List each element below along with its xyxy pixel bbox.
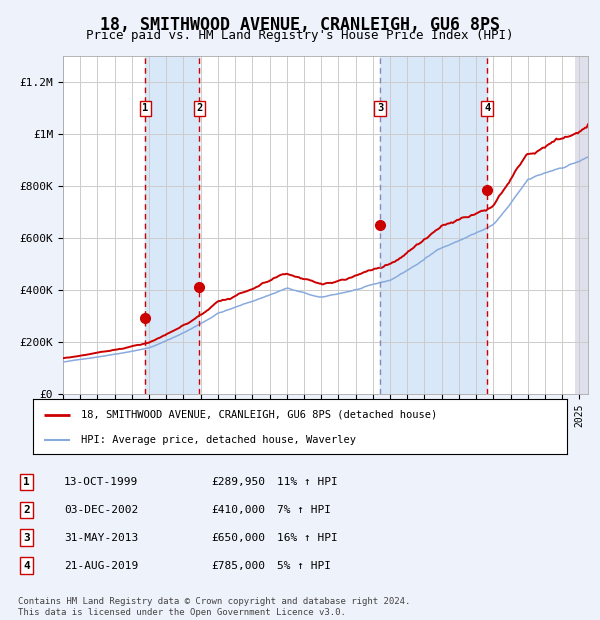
Text: 31-MAY-2013: 31-MAY-2013 xyxy=(64,533,138,542)
Text: 3: 3 xyxy=(377,103,383,113)
Text: 2: 2 xyxy=(23,505,30,515)
Text: 1: 1 xyxy=(142,103,149,113)
Text: 5% ↑ HPI: 5% ↑ HPI xyxy=(277,560,331,570)
Text: 03-DEC-2002: 03-DEC-2002 xyxy=(64,505,138,515)
Text: 18, SMITHWOOD AVENUE, CRANLEIGH, GU6 8PS: 18, SMITHWOOD AVENUE, CRANLEIGH, GU6 8PS xyxy=(100,16,500,33)
Text: 4: 4 xyxy=(23,560,30,570)
Text: Contains HM Land Registry data © Crown copyright and database right 2024.
This d: Contains HM Land Registry data © Crown c… xyxy=(18,598,410,617)
Bar xyxy=(575,56,588,394)
Text: 4: 4 xyxy=(484,103,490,113)
Text: £785,000: £785,000 xyxy=(211,560,265,570)
Text: 16% ↑ HPI: 16% ↑ HPI xyxy=(277,533,338,542)
Bar xyxy=(145,56,199,394)
Text: 21-AUG-2019: 21-AUG-2019 xyxy=(64,560,138,570)
Text: £650,000: £650,000 xyxy=(211,533,265,542)
Text: 3: 3 xyxy=(23,533,30,542)
Text: 13-OCT-1999: 13-OCT-1999 xyxy=(64,477,138,487)
Bar xyxy=(380,56,487,394)
Text: £289,950: £289,950 xyxy=(211,477,265,487)
Text: 2: 2 xyxy=(196,103,202,113)
Text: 18, SMITHWOOD AVENUE, CRANLEIGH, GU6 8PS (detached house): 18, SMITHWOOD AVENUE, CRANLEIGH, GU6 8PS… xyxy=(81,410,437,420)
Text: Price paid vs. HM Land Registry's House Price Index (HPI): Price paid vs. HM Land Registry's House … xyxy=(86,29,514,42)
Text: £410,000: £410,000 xyxy=(211,505,265,515)
Text: 1: 1 xyxy=(23,477,30,487)
Text: HPI: Average price, detached house, Waverley: HPI: Average price, detached house, Wave… xyxy=(81,435,356,445)
Text: 7% ↑ HPI: 7% ↑ HPI xyxy=(277,505,331,515)
Text: 11% ↑ HPI: 11% ↑ HPI xyxy=(277,477,338,487)
